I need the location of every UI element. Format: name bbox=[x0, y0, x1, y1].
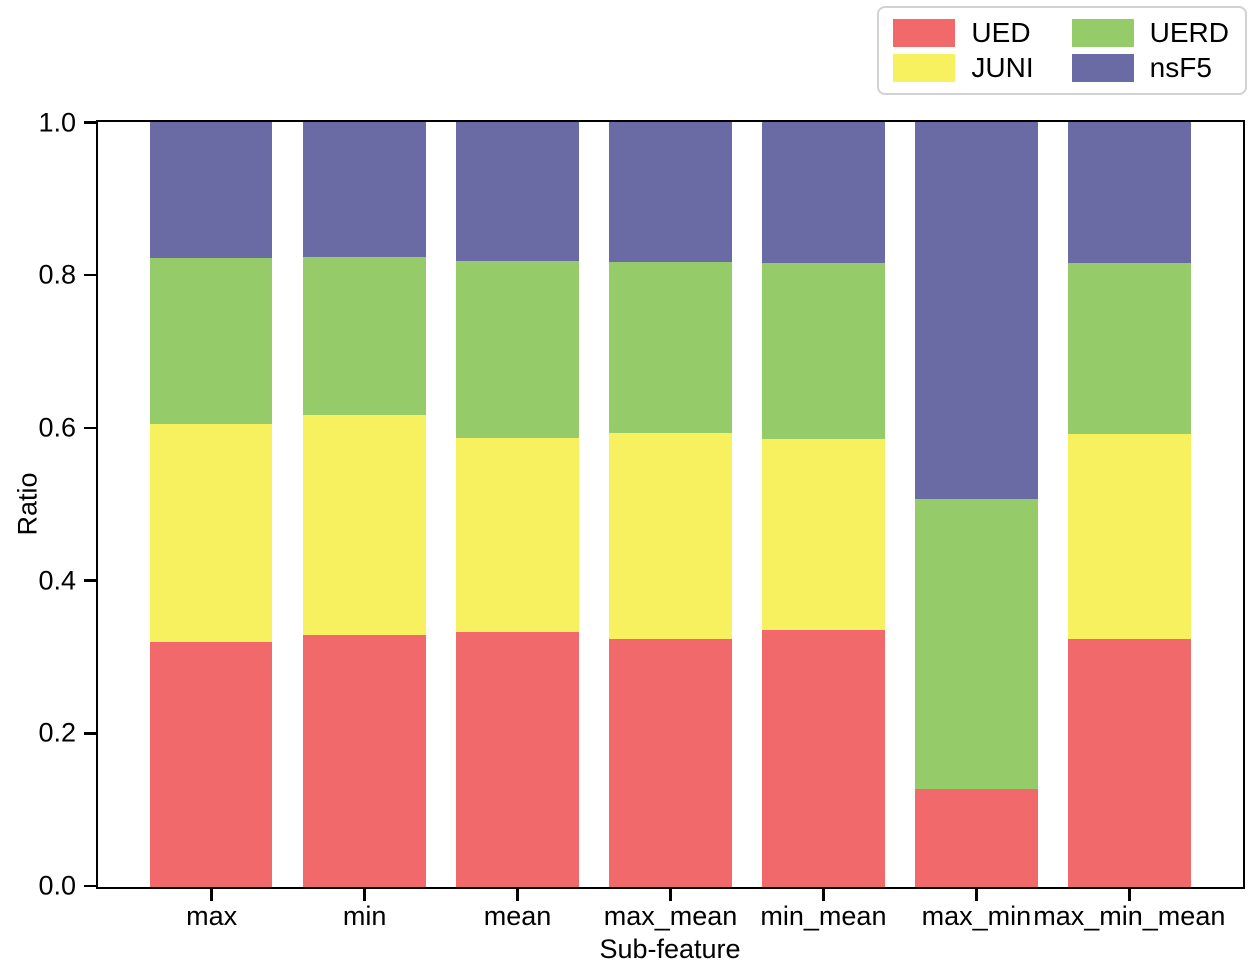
x-tick-label: max_min bbox=[921, 901, 1032, 931]
bar-segment-JUNI bbox=[1068, 433, 1191, 639]
x-tick-mark bbox=[516, 888, 519, 901]
y-tick-label: 1.0 bbox=[38, 107, 76, 137]
stacked-bar-min bbox=[303, 122, 426, 887]
y-tick-label: 0.2 bbox=[38, 717, 76, 748]
stacked-bar-max_min_mean bbox=[1068, 122, 1191, 887]
y-tick-mark bbox=[84, 732, 96, 735]
bar-segment-UED bbox=[303, 634, 426, 887]
bar-segment-nsF5 bbox=[150, 122, 273, 259]
x-tick-mark bbox=[669, 888, 672, 901]
bar-segment-UED bbox=[150, 641, 273, 887]
x-tick-mark bbox=[975, 888, 978, 901]
bar-segment-nsF5 bbox=[456, 122, 579, 262]
bar-segment-JUNI bbox=[609, 433, 732, 639]
bar-segment-UED bbox=[1068, 638, 1191, 887]
stacked-bar-max_min bbox=[915, 122, 1038, 887]
y-tick-label: 0.0 bbox=[38, 870, 76, 901]
legend-entry-nsF5: nsF5 bbox=[1071, 52, 1229, 83]
y-axis-title: Ratio bbox=[12, 472, 43, 536]
stacked-bar-max bbox=[150, 122, 273, 887]
x-tick-label: max_min_mean bbox=[1033, 901, 1226, 931]
bar-segment-nsF5 bbox=[303, 122, 426, 257]
legend-color-swatch bbox=[893, 19, 956, 47]
x-tick-mark bbox=[210, 888, 213, 901]
x-tick-mark bbox=[1128, 888, 1131, 901]
legend-color-swatch bbox=[893, 54, 956, 82]
bar-segment-nsF5 bbox=[1068, 122, 1191, 263]
bar-segment-JUNI bbox=[456, 437, 579, 632]
bar-segment-UED bbox=[456, 631, 579, 887]
x-tick-label: max bbox=[186, 901, 238, 931]
x-tick-mark bbox=[822, 888, 825, 901]
x-tick-label: max_mean bbox=[603, 901, 738, 931]
legend-color-swatch bbox=[1071, 19, 1134, 47]
bar-segment-JUNI bbox=[150, 424, 273, 642]
legend-label: nsF5 bbox=[1149, 52, 1212, 83]
x-tick-label: mean bbox=[483, 901, 552, 931]
bar-segment-nsF5 bbox=[915, 122, 1038, 499]
bar-segment-nsF5 bbox=[762, 122, 885, 263]
stacked-bar-max_mean bbox=[609, 122, 732, 887]
legend-label: JUNI bbox=[971, 52, 1034, 83]
x-axis-title: Sub-feature bbox=[599, 934, 741, 964]
legend-entry-UERD: UERD bbox=[1071, 17, 1229, 48]
legend-label: UERD bbox=[1149, 17, 1229, 48]
legend: UED JUNI UERD nsF5 bbox=[877, 6, 1247, 95]
x-tick-mark bbox=[363, 888, 366, 901]
stacked-bar-min_mean bbox=[762, 122, 885, 887]
legend-color-swatch bbox=[1071, 54, 1134, 82]
y-tick-label: 0.6 bbox=[38, 412, 76, 443]
stacked-bar-mean bbox=[456, 122, 579, 887]
y-tick-mark bbox=[84, 121, 96, 124]
bar-segment-UERD bbox=[1068, 262, 1191, 434]
y-tick-mark bbox=[84, 579, 96, 582]
bar-segment-UERD bbox=[150, 258, 273, 424]
y-tick-label: 0.8 bbox=[38, 259, 76, 290]
bar-segment-UERD bbox=[609, 261, 732, 434]
bar-segment-UERD bbox=[915, 498, 1038, 790]
bar-segment-JUNI bbox=[762, 439, 885, 630]
y-tick-mark bbox=[84, 273, 96, 277]
bar-segment-UED bbox=[609, 638, 732, 887]
bar-segment-UED bbox=[762, 629, 885, 887]
legend-entry-UED: UED bbox=[893, 19, 1033, 47]
bar-segment-JUNI bbox=[303, 414, 426, 635]
bar-segment-UERD bbox=[456, 261, 579, 438]
bar-segment-UERD bbox=[303, 256, 426, 415]
legend-entry-JUNI: JUNI bbox=[893, 52, 1034, 83]
y-tick-mark bbox=[84, 884, 96, 888]
bar-segment-nsF5 bbox=[609, 122, 732, 262]
x-tick-label: min_mean bbox=[760, 901, 887, 931]
y-tick-mark bbox=[84, 426, 96, 430]
x-tick-label: min bbox=[342, 901, 387, 931]
bar-segment-UED bbox=[915, 789, 1038, 887]
legend-label: UED bbox=[971, 17, 1031, 48]
y-tick-label: 0.4 bbox=[38, 565, 76, 596]
plot-area bbox=[96, 120, 1245, 889]
bar-segment-UERD bbox=[762, 262, 885, 440]
